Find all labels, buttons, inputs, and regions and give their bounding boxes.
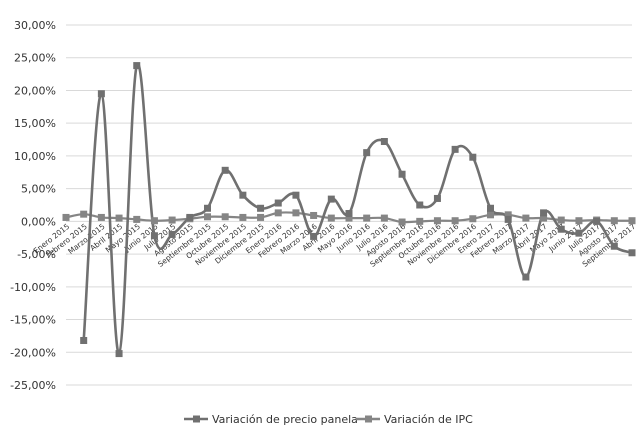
legend: Variación de precio panela Variación de … <box>184 413 473 426</box>
marker-ipc <box>504 211 512 219</box>
y-tick-label: -5,00% <box>17 248 56 261</box>
marker-panela <box>380 138 388 146</box>
marker-panela <box>97 90 105 98</box>
y-tick-label: 0,00% <box>21 215 56 228</box>
legend-label-ipc: Variación de IPC <box>384 413 473 426</box>
y-tick-label: 5,00% <box>21 183 56 196</box>
y-tick-label: -20,00% <box>10 346 56 359</box>
marker-panela <box>540 209 548 217</box>
marker-panela <box>363 149 371 157</box>
marker-panela <box>150 232 158 240</box>
marker-panela <box>628 249 636 257</box>
y-tick-label: -10,00% <box>10 281 56 294</box>
marker-panela <box>575 229 583 237</box>
marker-panela <box>80 336 88 344</box>
legend-swatch-marker-ipc <box>365 415 372 423</box>
marker-panela <box>398 170 406 178</box>
series-markers <box>62 62 636 358</box>
marker-ipc <box>133 215 141 223</box>
marker-panela <box>292 191 300 199</box>
marker-panela <box>451 145 459 153</box>
marker-ipc <box>239 213 247 221</box>
y-tick-label: 15,00% <box>14 117 56 130</box>
legend-label-panela: Variación de precio panela <box>212 413 358 426</box>
marker-panela <box>133 62 141 70</box>
marker-ipc <box>433 217 441 225</box>
marker-ipc <box>398 218 406 226</box>
marker-ipc <box>204 213 211 221</box>
y-tick-label: 30,00% <box>14 19 56 32</box>
marker-ipc <box>168 216 176 224</box>
marker-panela <box>522 273 530 281</box>
marker-ipc <box>257 213 265 221</box>
marker-ipc <box>274 209 282 217</box>
y-tick-label: 10,00% <box>14 150 56 163</box>
marker-ipc <box>80 210 88 218</box>
marker-panela <box>504 215 512 223</box>
marker-panela <box>416 201 424 209</box>
marker-panela <box>610 242 618 250</box>
marker-ipc <box>115 214 123 222</box>
marker-panela <box>168 230 176 238</box>
y-tick-label: 25,00% <box>14 52 56 65</box>
y-tick-label: -25,00% <box>10 379 56 392</box>
marker-ipc <box>487 211 494 219</box>
marker-ipc <box>610 217 618 225</box>
marker-ipc <box>416 217 424 225</box>
marker-panela <box>310 232 318 240</box>
marker-ipc <box>522 214 530 222</box>
marker-ipc <box>363 214 371 222</box>
marker-ipc <box>628 217 636 225</box>
marker-panela <box>433 194 441 202</box>
marker-panela <box>257 204 265 212</box>
y-tick-label: -15,00% <box>10 314 56 327</box>
marker-ipc <box>380 214 388 222</box>
legend-swatch-marker-panela <box>193 415 200 423</box>
marker-ipc <box>327 214 335 222</box>
marker-panela <box>593 217 601 225</box>
y-tick-label: 20,00% <box>14 84 56 97</box>
marker-ipc <box>451 217 459 225</box>
marker-panela <box>115 350 123 358</box>
marker-panela <box>221 166 229 174</box>
marker-ipc <box>575 217 583 225</box>
marker-panela <box>487 204 494 212</box>
marker-ipc <box>292 209 300 217</box>
marker-panela <box>204 204 211 212</box>
y-axis-tick-labels: 30,00% 25,00% 20,00% 15,00% 10,00% 5,00% 0,00%… <box>10 19 56 392</box>
marker-ipc <box>97 213 105 221</box>
marker-ipc <box>221 213 229 221</box>
marker-panela <box>274 199 282 207</box>
marker-ipc <box>557 216 565 224</box>
marker-ipc <box>62 213 70 221</box>
marker-ipc <box>150 217 158 225</box>
marker-ipc <box>345 214 353 222</box>
marker-panela <box>239 191 247 199</box>
marker-panela <box>186 213 194 221</box>
marker-panela <box>345 210 353 218</box>
marker-panela <box>327 195 335 203</box>
marker-panela <box>557 225 565 233</box>
marker-ipc <box>540 214 548 222</box>
marker-panela <box>469 153 477 161</box>
gridlines <box>66 24 632 386</box>
marker-ipc <box>310 211 318 219</box>
marker-ipc <box>469 215 477 223</box>
